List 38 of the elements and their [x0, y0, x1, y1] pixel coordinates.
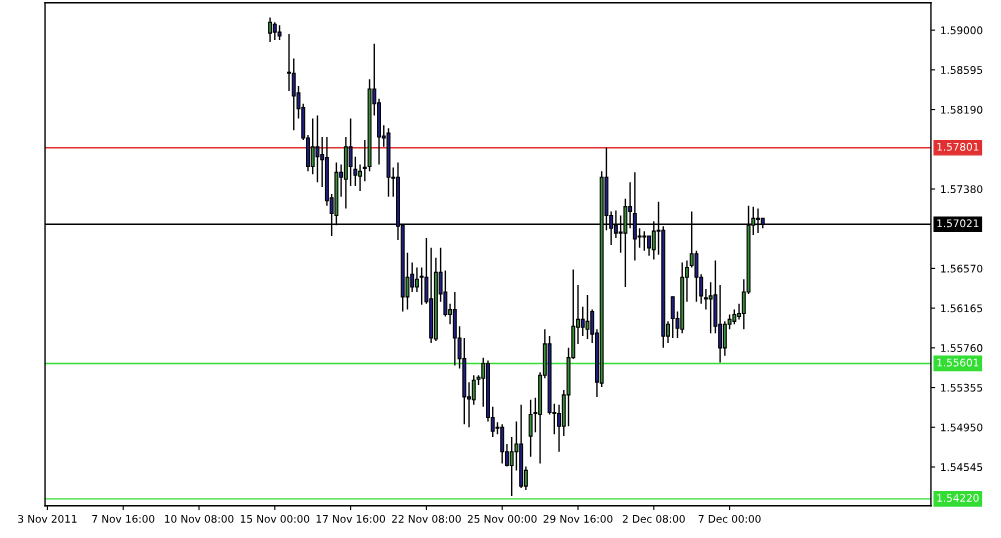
y-tick-label: 1.56570 [941, 264, 983, 273]
y-tick-label: 1.59000 [941, 26, 983, 35]
candlestick [443, 269, 448, 318]
candlestick [315, 114, 320, 183]
candlestick [708, 281, 713, 334]
ref-line-label: 1.55601 [937, 358, 979, 367]
y-tick-label: 1.54545 [941, 463, 983, 472]
x-tick-label: 22 Nov 08:00 [392, 514, 461, 523]
x-tick-label: 3 Nov 2011 [18, 514, 77, 523]
candlestick [471, 374, 476, 406]
ref-line-label: 1.57021 [937, 219, 979, 228]
candlestick [414, 266, 419, 293]
y-tick-label: 1.58190 [941, 105, 983, 114]
candlestick [642, 230, 647, 252]
candlestick [348, 117, 353, 187]
y-tick-label: 1.54950 [941, 423, 983, 432]
candlestick [528, 399, 533, 458]
x-tick-label: 7 Nov 16:00 [92, 514, 155, 523]
x-tick-label: 7 Dec 00:00 [698, 514, 761, 523]
y-tick-label: 1.56165 [941, 304, 983, 313]
x-tick-label: 15 Nov 00:00 [240, 514, 310, 523]
x-tick-label: 25 Nov 00:00 [467, 514, 537, 523]
y-tick-label: 1.57380 [941, 185, 983, 194]
x-tick-label: 10 Nov 08:00 [165, 514, 234, 523]
y-tick-label: 1.58595 [941, 66, 983, 74]
x-tick-label: 2 Dec 08:00 [622, 514, 685, 523]
ref-line-label: 1.54220 [937, 494, 979, 502]
candlestick [419, 266, 424, 306]
ref-line-label: 1.57801 [937, 142, 979, 151]
y-tick-label: 1.55760 [941, 344, 983, 352]
x-tick-label: 29 Nov 16:00 [543, 514, 613, 523]
candlestick [585, 294, 590, 340]
candlestick [694, 250, 699, 303]
y-tick-label: 1.55355 [941, 383, 983, 392]
x-tick-label: 17 Nov 16:00 [316, 514, 386, 523]
candlestick [509, 436, 514, 497]
candlestick [268, 16, 273, 43]
candlestick [353, 155, 358, 187]
